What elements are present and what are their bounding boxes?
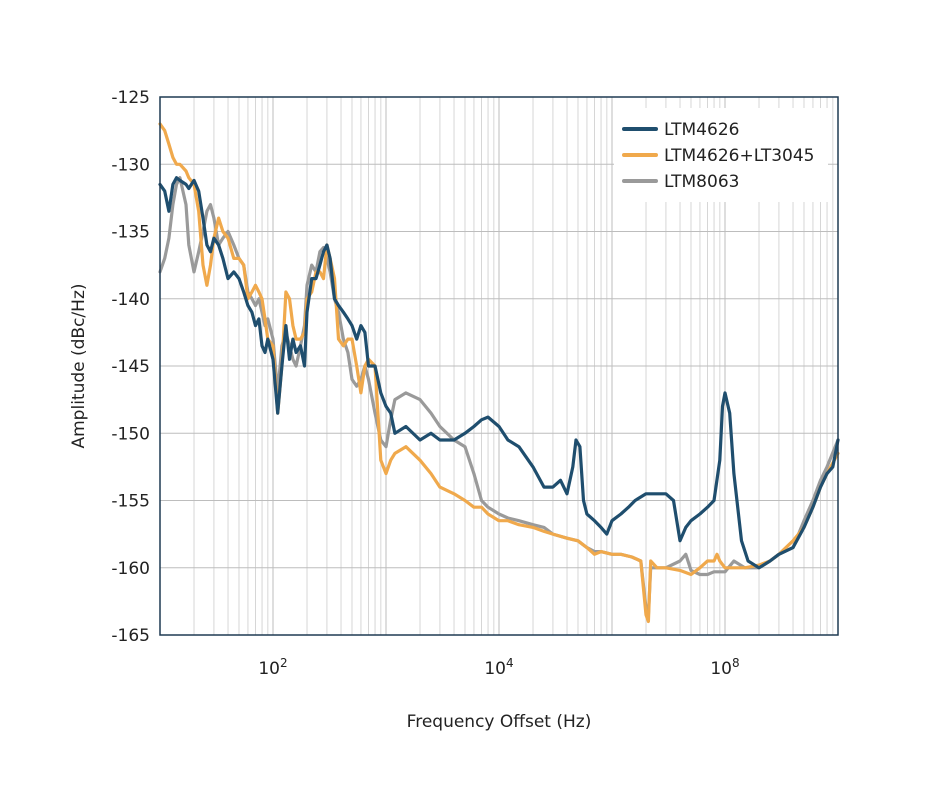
y-tick-label: -150	[111, 424, 150, 444]
x-tick-label: 104	[484, 656, 513, 679]
y-tick-label: -160	[111, 559, 150, 579]
x-tick-label: 108	[710, 656, 739, 679]
y-tick-label: -130	[111, 155, 150, 175]
series-line-ltm4626	[158, 176, 840, 570]
y-tick-label: -125	[111, 88, 150, 108]
series-line-ltm8063	[158, 176, 840, 617]
y-axis-ticks: -125 -130 -135 -140 -145 -150 -155 -160 -165	[111, 88, 150, 646]
legend-label-ltm4626-lt3045: LTM4626+LT3045	[664, 146, 814, 166]
y-tick-label: -155	[111, 492, 150, 512]
legend-label-ltm4626: LTM4626	[664, 120, 739, 140]
x-axis-ticks: 102 104 108	[258, 656, 739, 679]
y-tick-label: -135	[111, 223, 150, 243]
y-tick-label: -165	[111, 626, 150, 646]
y-tick-label: -145	[111, 357, 150, 377]
series-lines	[158, 122, 840, 624]
y-tick-label: -140	[111, 290, 150, 310]
x-tick-label: 102	[258, 656, 287, 679]
y-axis-title: Amplitude (dBc/Hz)	[69, 283, 89, 448]
legend: LTM4626 LTM4626+LT3045 LTM8063	[614, 108, 828, 202]
x-axis-title: Frequency Offset (Hz)	[407, 712, 592, 732]
plot-frame	[159, 96, 839, 636]
legend-label-ltm8063: LTM8063	[664, 172, 739, 192]
